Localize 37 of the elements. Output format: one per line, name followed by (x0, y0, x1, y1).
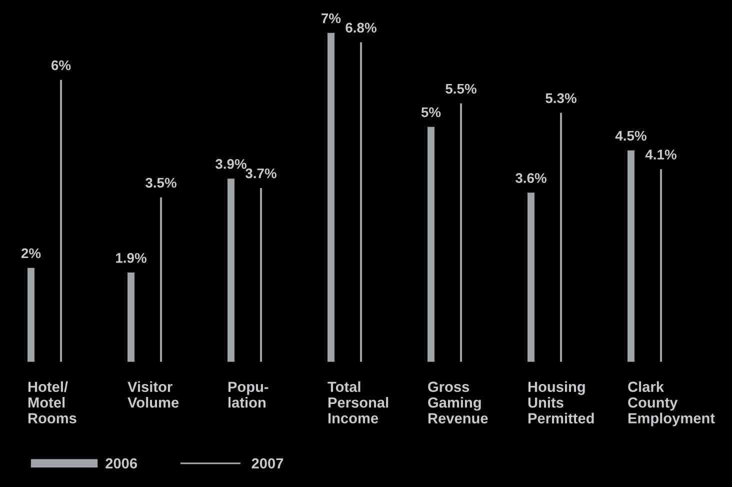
bar (228, 178, 234, 362)
bar (160, 197, 162, 362)
x-tick-label: Clark County Employment (628, 381, 715, 426)
x-tick-label: Hotel/ Motel Rooms (28, 381, 76, 424)
legend-label: 2007 (252, 458, 284, 469)
bar (360, 42, 362, 362)
bar (428, 126, 434, 362)
x-tick-label: Popu- lation (228, 382, 268, 408)
data-label: 3.7% (245, 168, 276, 178)
legend-label: 2006 (106, 458, 137, 469)
bar (628, 150, 634, 362)
bar (528, 192, 534, 362)
bar (28, 268, 34, 362)
data-label: 5% (421, 107, 441, 118)
data-label: 1.9% (116, 253, 146, 263)
bar (260, 188, 262, 362)
x-tick-label: Total Personal Income (328, 381, 388, 424)
bar (460, 103, 462, 362)
data-label: 7% (322, 13, 341, 24)
data-label: 4.5% (615, 130, 646, 141)
data-label: 3.6% (515, 173, 546, 183)
data-label: 6% (51, 60, 71, 70)
data-label: 3.9% (215, 159, 246, 169)
bar (560, 112, 562, 362)
data-label: 2% (21, 248, 41, 258)
bar (128, 272, 134, 362)
bar (660, 169, 662, 362)
x-tick-label: Housing Units Permitted (528, 381, 594, 424)
data-label: 5.5% (446, 84, 476, 94)
data-label: 4.1% (645, 150, 676, 160)
x-tick-label: Gross Gaming Revenue (428, 382, 488, 424)
data-label: 5.3% (546, 93, 576, 104)
bar (60, 80, 62, 362)
data-label: 3.5% (145, 178, 176, 188)
x-tick-label: Visitor Volume (128, 381, 179, 408)
bar (328, 32, 334, 362)
data-label: 6.8% (346, 22, 376, 33)
